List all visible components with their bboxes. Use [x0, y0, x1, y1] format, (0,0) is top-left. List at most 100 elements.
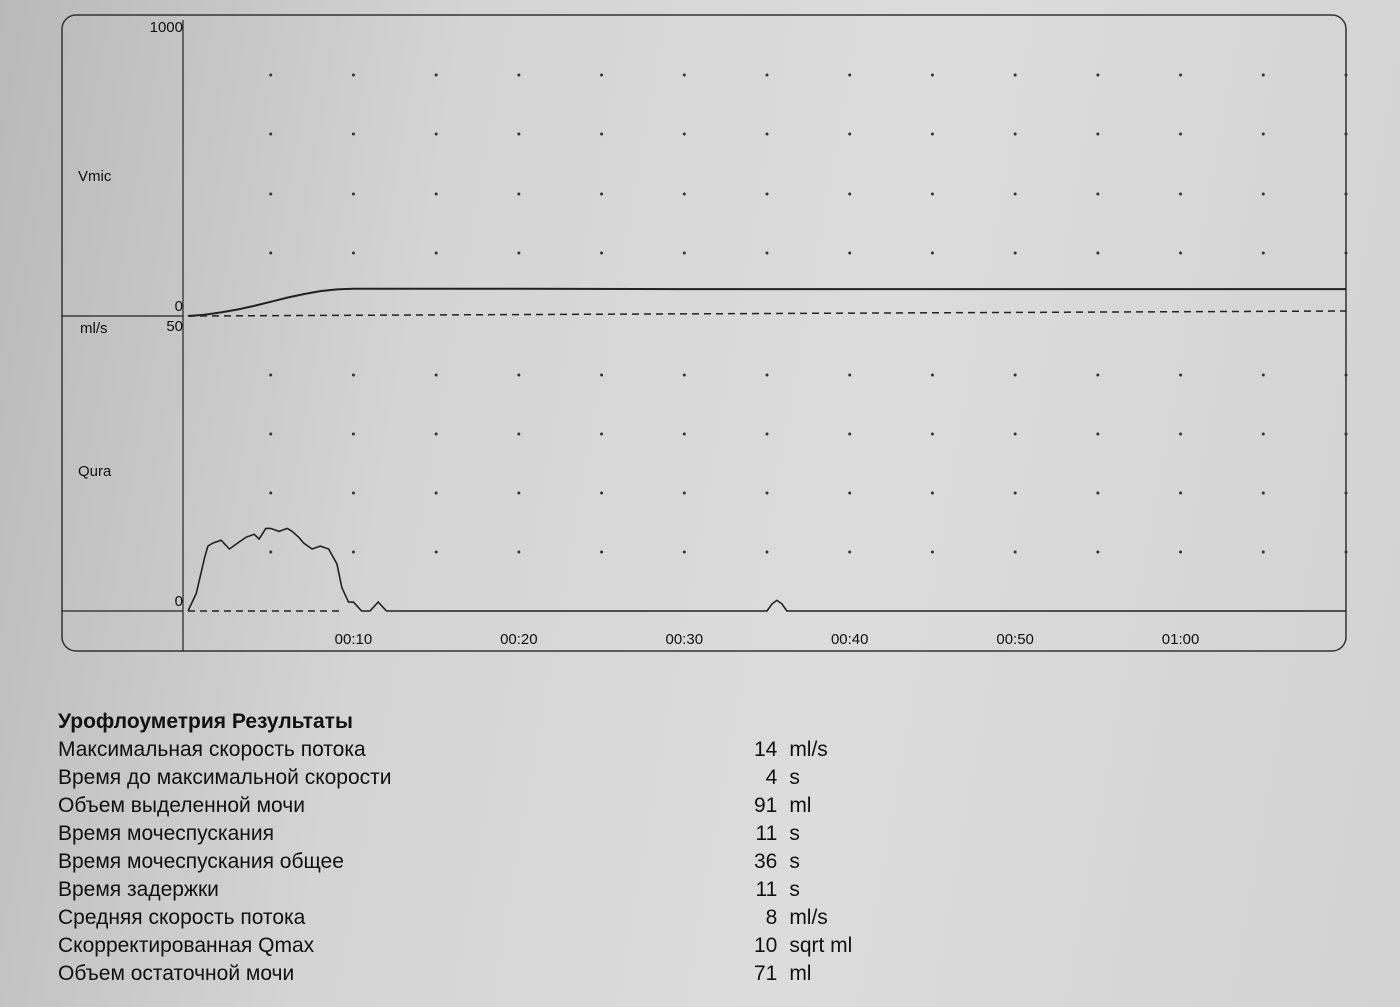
grid-dot [765, 73, 769, 77]
result-unit: s [789, 878, 800, 901]
grid-dot [1261, 251, 1265, 255]
grid-dot [1096, 132, 1100, 136]
result-value: 14 [753, 738, 778, 761]
result-value: 36 [753, 850, 778, 873]
grid-dot [1096, 251, 1100, 255]
grid-dot [434, 373, 438, 377]
result-label: Время задержки [58, 878, 219, 901]
result-unit: s [789, 766, 800, 789]
grid-dot [351, 192, 355, 196]
grid-dot [765, 432, 769, 436]
grid-dot [930, 192, 934, 196]
result-label: Скорректированная Qmax [58, 934, 315, 957]
grid-dot [930, 432, 934, 436]
grid-dot [1096, 73, 1100, 77]
result-label: Объем остаточной мочи [58, 962, 295, 985]
grid-dot [682, 550, 686, 554]
grid-dot [682, 73, 686, 77]
grid-dot [1013, 550, 1017, 554]
grid-dot [434, 132, 438, 136]
grid-dot [351, 132, 355, 136]
results-title: Урофлоуметрия Результаты [58, 710, 353, 733]
result-value: 8 [765, 906, 778, 929]
vmic-tick-zero: 0 [175, 298, 183, 315]
grid-dot [1013, 132, 1017, 136]
grid-dot [848, 192, 852, 196]
grid-dot [1096, 550, 1100, 554]
grid-dot [1344, 73, 1348, 77]
result-value: 4 [765, 766, 778, 789]
uroflowmetry-chart: 1000 0 Vmic ml/s 50 0 Qura 00:10 00:20 00:… [61, 14, 1348, 652]
x-tick-label: 01:00 [1162, 631, 1200, 648]
grid-dot [434, 432, 438, 436]
grid-dot [765, 373, 769, 377]
result-row: Время до максимальной скорости 4 s [58, 764, 878, 792]
grid-dot [848, 550, 852, 554]
result-unit: ml/s [789, 738, 828, 761]
grid-dot [682, 491, 686, 495]
qura-tick-max: 50 [166, 318, 183, 335]
grid-dot [600, 73, 604, 77]
grid-dot [765, 550, 769, 554]
grid-dot [848, 373, 852, 377]
grid-dot [351, 373, 355, 377]
grid-dot [269, 132, 273, 136]
result-row: Средняя скорость потока 8 ml/s [58, 904, 878, 932]
grid-dot [269, 491, 273, 495]
grid-dot [1261, 432, 1265, 436]
grid-dot [1344, 251, 1348, 255]
grid-dot [1261, 192, 1265, 196]
grid-dot [930, 73, 934, 77]
grid-dot [930, 491, 934, 495]
x-tick-label: 00:30 [666, 631, 704, 648]
grid-dot [517, 192, 521, 196]
grid-dot [848, 251, 852, 255]
grid-dot [1096, 432, 1100, 436]
result-label: Время до максимальной скорости [58, 766, 392, 789]
grid-dot [848, 491, 852, 495]
result-unit: ml [789, 962, 812, 985]
result-value: 10 [753, 934, 778, 957]
x-tick-label: 00:40 [831, 631, 869, 648]
result-row: Время мочеспускания 11 s [58, 820, 878, 848]
grid-dot [1261, 73, 1265, 77]
grid-dot [517, 432, 521, 436]
grid-dot [1344, 491, 1348, 495]
grid-dot [434, 251, 438, 255]
result-unit: ml/s [789, 906, 828, 929]
grid-dot [1096, 491, 1100, 495]
vmic-tick-max: 1000 [150, 19, 183, 36]
x-tick-label: 00:20 [500, 631, 538, 648]
grid-dot [517, 132, 521, 136]
result-label: Максимальная скорость потока [58, 738, 366, 761]
grid-dot [1261, 373, 1265, 377]
chart-frame [61, 14, 1347, 652]
vmic-zero-line [187, 310, 1347, 317]
grid-dot [434, 192, 438, 196]
result-value: 91 [753, 794, 778, 817]
grid-dot [600, 432, 604, 436]
vmic-series-line [187, 287, 1346, 317]
vmic-label: Vmic [78, 168, 112, 185]
grid-dot [1179, 373, 1183, 377]
grid-dot [269, 251, 273, 255]
result-unit: s [789, 850, 800, 873]
grid-dot [682, 192, 686, 196]
grid-dot [1179, 192, 1183, 196]
result-unit: s [789, 822, 800, 845]
grid-dot [600, 251, 604, 255]
grid-dot [1096, 192, 1100, 196]
result-value: 11 [755, 822, 778, 845]
grid-dot [1013, 251, 1017, 255]
grid-dots [269, 73, 1348, 554]
grid-dot [1013, 491, 1017, 495]
grid-dot [1344, 192, 1348, 196]
grid-dot [930, 550, 934, 554]
grid-dot [269, 432, 273, 436]
qura-tick-zero: 0 [175, 593, 183, 610]
grid-dot [600, 132, 604, 136]
x-tick-label: 00:50 [996, 631, 1034, 648]
grid-dot [269, 73, 273, 77]
grid-dot [517, 373, 521, 377]
grid-dot [269, 192, 273, 196]
